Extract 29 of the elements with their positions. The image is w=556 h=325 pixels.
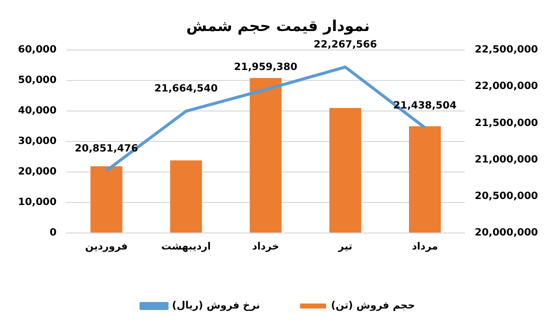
y2-tick-label: 22,500,000 xyxy=(474,44,538,56)
y2-tick-label: 21,500,000 xyxy=(474,118,538,129)
data-label: 22,267,566 xyxy=(314,40,377,51)
bar xyxy=(170,160,202,232)
y2-tick-label: 20,500,000 xyxy=(474,190,538,202)
data-label: 21,959,380 xyxy=(234,62,298,74)
y2-tick-label: 22,000,000 xyxy=(474,81,538,92)
data-label: 21,664,540 xyxy=(154,84,218,95)
bar xyxy=(409,126,441,232)
y-tick-label: 10,000 xyxy=(18,197,57,208)
bar xyxy=(250,78,282,232)
x-tick-label: خرداد xyxy=(252,242,280,253)
y-tick-label: 40,000 xyxy=(18,106,57,117)
y2-tick-label: 21,000,000 xyxy=(474,154,538,166)
legend-label: نرخ فروش (ریال) xyxy=(172,300,260,312)
y2-tick-label: 20,000,000 xyxy=(474,228,538,239)
x-tick-label: فروردین xyxy=(85,242,128,253)
legend-label: حجم فروش (تن) xyxy=(331,300,415,312)
chart-title: نمودار قیمت حجم شمش xyxy=(186,16,370,35)
y-tick-label: 0 xyxy=(50,228,57,239)
y-tick-label: 30,000 xyxy=(18,136,57,148)
y-tick-label: 60,000 xyxy=(18,44,57,56)
x-tick-label: اردیبهشت xyxy=(161,242,211,253)
y-tick-label: 50,000 xyxy=(18,75,57,86)
bar xyxy=(90,166,122,232)
bar xyxy=(329,108,362,232)
x-tick-label: مرداد xyxy=(412,242,438,253)
x-tick-label: تیر xyxy=(337,242,353,253)
y-tick-label: 20,000 xyxy=(18,166,57,178)
